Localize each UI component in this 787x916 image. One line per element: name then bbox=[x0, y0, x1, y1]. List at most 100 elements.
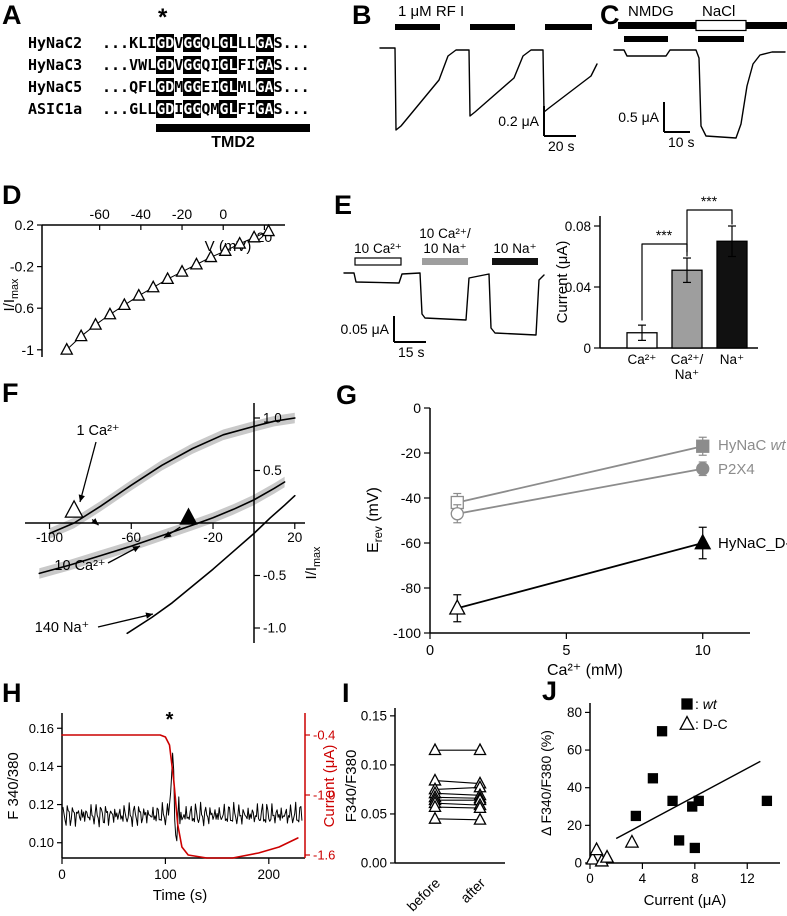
triangle-open-marker bbox=[117, 297, 132, 311]
x-tick-label: 12 bbox=[740, 871, 755, 886]
legend-wt: : wt bbox=[695, 696, 718, 712]
solution-label: 10 Na⁺ bbox=[493, 241, 536, 256]
panel-d-letter: D bbox=[2, 180, 22, 210]
residues: S... bbox=[273, 56, 310, 74]
residues: ...VWL bbox=[102, 56, 157, 74]
x-tick-label: 4 bbox=[639, 871, 647, 886]
tspan-shape: : bbox=[695, 696, 703, 712]
sequence-letters: ...VWLGDVGGQIGLFIGAS... bbox=[102, 54, 310, 76]
square-marker bbox=[681, 698, 693, 710]
application-bar bbox=[395, 24, 440, 30]
y-axis-label: Current (μA) bbox=[554, 241, 571, 324]
conserved-residues: GD bbox=[156, 78, 175, 96]
conserved-residues: GL bbox=[219, 56, 238, 74]
tspan-shape: max bbox=[311, 546, 323, 567]
x-tick-label: 0 bbox=[58, 867, 66, 882]
square-marker bbox=[630, 810, 642, 822]
tspan-shape: wt bbox=[771, 437, 787, 454]
tspan-shape: E bbox=[365, 542, 382, 553]
conserved-residue-asterisk: * bbox=[158, 4, 168, 31]
conserved-residues: GD bbox=[156, 34, 175, 52]
triangle-open-marker bbox=[247, 229, 261, 243]
y-axis-label-right: Current (μA) bbox=[321, 745, 338, 828]
residues: ...GLL bbox=[102, 100, 157, 118]
x-axis-label: Current (μA) bbox=[644, 892, 727, 909]
conserved-residues: GG bbox=[183, 78, 202, 96]
panel-j-scatter: 0 20 40 60 80 0 4 8 12 Current (μA) Δ F340/F380 (%… bbox=[538, 696, 780, 909]
tspan-shape: I/I bbox=[1, 299, 18, 312]
y-tick-label: -0.6 bbox=[10, 300, 34, 316]
y-tick-label: -100 bbox=[393, 625, 421, 641]
residues: EI bbox=[201, 78, 220, 96]
x-tick-label: 5 bbox=[562, 643, 570, 659]
triangle-open-marker bbox=[60, 342, 74, 355]
triangle-open-marker bbox=[233, 236, 247, 249]
triangle-open-marker bbox=[160, 271, 175, 285]
sequence-row-HyNaC3: HyNaC3 ...VWLGDVGGQIGLFIGAS... bbox=[28, 54, 310, 76]
nmdg-label: NMDG bbox=[628, 3, 674, 20]
panel-g-erev-plot: 0 -20 -40 -60 -80 -100 0 5 10 Erev (mV) Ca²⁺ (mM) H… bbox=[365, 400, 787, 679]
curve-label: 140 Na⁺ bbox=[35, 620, 89, 636]
bar-category-label: Na⁺ bbox=[675, 367, 699, 382]
bar bbox=[716, 240, 748, 349]
triangle-open-marker bbox=[589, 841, 604, 856]
fit-line bbox=[615, 760, 761, 840]
square-marker bbox=[761, 795, 773, 807]
tspan-shape: P2X4 bbox=[718, 461, 755, 478]
square-marker bbox=[656, 726, 668, 737]
bar bbox=[671, 269, 703, 349]
y-tick-label: 0.14 bbox=[29, 759, 54, 774]
tspan-shape: rev bbox=[373, 526, 385, 542]
application-bar bbox=[545, 24, 592, 30]
bar-category-label: Na⁺ bbox=[720, 352, 744, 367]
triangle-open-marker bbox=[473, 742, 487, 756]
current-trace bbox=[61, 734, 299, 859]
x-tick-label: 20 bbox=[287, 530, 302, 545]
triangle-open-marker bbox=[428, 811, 442, 824]
application-bar bbox=[624, 36, 668, 42]
y-tick-label: 0 bbox=[574, 856, 582, 871]
triangle-open-marker bbox=[473, 812, 487, 825]
arrow-line bbox=[97, 613, 154, 628]
x-tick-label: 0 bbox=[426, 643, 434, 659]
y-tick-label: 0 bbox=[413, 400, 421, 416]
triangle-filled-marker bbox=[694, 533, 712, 550]
panel-h-timecourse: 0.16 0.14 0.12 0.10 -0.4 -1.0 -1.6 0 100 200 F 340… bbox=[5, 709, 338, 904]
series-label: HyNaC wt bbox=[718, 437, 786, 454]
sequence-name: ASIC1a bbox=[28, 100, 83, 118]
y-axis-label: I/Imax bbox=[1, 278, 21, 312]
residues: QI bbox=[201, 56, 220, 74]
conserved-residues: GA bbox=[255, 56, 274, 74]
error-shade bbox=[39, 476, 285, 579]
residues: ML bbox=[237, 78, 256, 96]
x-tick-label: 10 bbox=[695, 643, 711, 659]
arrow-head bbox=[78, 494, 85, 502]
residues: FI bbox=[237, 100, 256, 118]
sequence-name: HyNaC3 bbox=[28, 56, 83, 74]
ratio-trace bbox=[61, 752, 303, 842]
stim-label: 1 μM RF I bbox=[398, 3, 464, 20]
application-bar bbox=[422, 258, 468, 265]
conserved-residues: GD bbox=[156, 100, 175, 118]
solution-label: 10 Ca²⁺ bbox=[354, 241, 402, 256]
residues: S... bbox=[273, 34, 310, 52]
alignment-rows: HyNaC2 ...KLIGDVGGQLGLLLGAS... HyNaC3 ...VW… bbox=[28, 32, 310, 120]
conserved-residues: GG bbox=[183, 34, 202, 52]
y-axis-label: Δ F340/F380 (%) bbox=[538, 730, 554, 836]
triangle-open-marker bbox=[88, 317, 103, 330]
arrow-head bbox=[91, 518, 99, 526]
triangle-open-marker bbox=[74, 328, 88, 342]
panel-i-letter: I bbox=[342, 678, 350, 708]
nacl-bar bbox=[695, 19, 747, 32]
sequence-row-ASIC1a: ASIC1a ...GLLGDIGGQMGLFIGAS... bbox=[28, 98, 310, 120]
triangle-open-marker bbox=[585, 851, 600, 865]
x-tick-label: 100 bbox=[154, 867, 177, 882]
scale-time-label: 10 s bbox=[668, 134, 694, 150]
application-bar bbox=[354, 257, 402, 266]
arrow-head bbox=[164, 531, 172, 538]
conserved-residues: GA bbox=[255, 34, 274, 52]
arrow-head bbox=[132, 546, 140, 553]
triangle-open-marker bbox=[428, 742, 442, 756]
